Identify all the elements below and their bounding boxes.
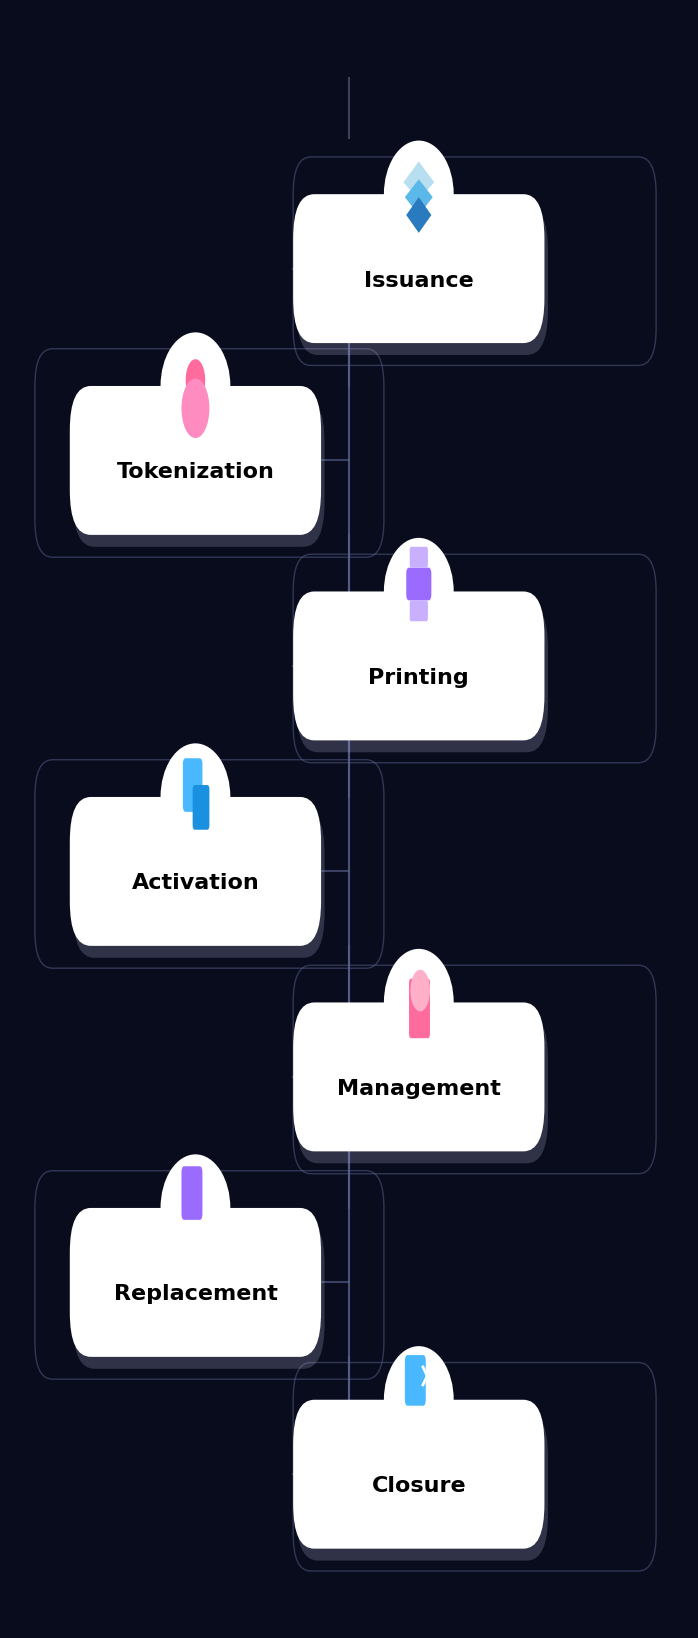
Text: Printing: Printing bbox=[369, 668, 469, 688]
Polygon shape bbox=[406, 197, 431, 233]
Ellipse shape bbox=[384, 141, 454, 247]
Text: Activation: Activation bbox=[131, 873, 260, 893]
FancyBboxPatch shape bbox=[73, 398, 325, 547]
Text: Management: Management bbox=[337, 1079, 500, 1099]
Circle shape bbox=[410, 970, 430, 1011]
Circle shape bbox=[186, 359, 205, 401]
Ellipse shape bbox=[161, 333, 230, 439]
FancyBboxPatch shape bbox=[409, 978, 430, 1038]
Text: Issuance: Issuance bbox=[364, 270, 474, 290]
FancyBboxPatch shape bbox=[293, 1400, 544, 1548]
FancyBboxPatch shape bbox=[70, 387, 321, 536]
Ellipse shape bbox=[384, 1346, 454, 1453]
Ellipse shape bbox=[161, 744, 230, 850]
Ellipse shape bbox=[384, 948, 454, 1057]
FancyBboxPatch shape bbox=[70, 1207, 321, 1356]
FancyBboxPatch shape bbox=[181, 1166, 202, 1220]
FancyBboxPatch shape bbox=[297, 206, 548, 355]
Circle shape bbox=[181, 378, 209, 437]
FancyBboxPatch shape bbox=[293, 1002, 544, 1152]
FancyBboxPatch shape bbox=[70, 798, 321, 945]
Text: Tokenization: Tokenization bbox=[117, 462, 274, 482]
Text: Closure: Closure bbox=[371, 1476, 466, 1495]
FancyBboxPatch shape bbox=[410, 601, 428, 621]
FancyBboxPatch shape bbox=[293, 195, 544, 342]
FancyBboxPatch shape bbox=[297, 603, 548, 752]
FancyBboxPatch shape bbox=[406, 568, 431, 601]
Polygon shape bbox=[403, 162, 434, 200]
Ellipse shape bbox=[384, 537, 454, 645]
FancyBboxPatch shape bbox=[410, 547, 428, 568]
FancyBboxPatch shape bbox=[297, 1412, 548, 1561]
Text: Replacement: Replacement bbox=[114, 1284, 277, 1304]
FancyBboxPatch shape bbox=[73, 1220, 325, 1369]
Ellipse shape bbox=[161, 1155, 230, 1261]
FancyBboxPatch shape bbox=[293, 591, 544, 740]
FancyBboxPatch shape bbox=[297, 1014, 548, 1163]
FancyBboxPatch shape bbox=[405, 1355, 426, 1405]
FancyBboxPatch shape bbox=[183, 758, 202, 812]
FancyBboxPatch shape bbox=[193, 785, 209, 830]
Polygon shape bbox=[405, 179, 433, 215]
FancyBboxPatch shape bbox=[73, 809, 325, 958]
